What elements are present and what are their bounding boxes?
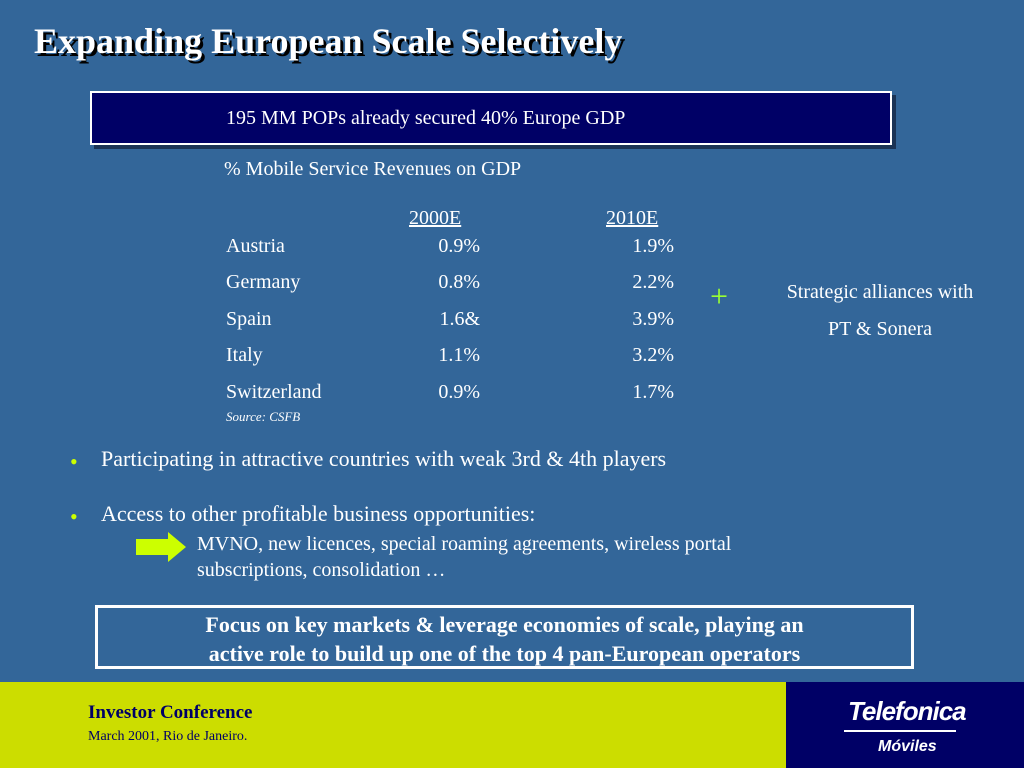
alliances-note: Strategic alliances with PT & Sonera (750, 274, 1010, 348)
plus-icon: + (710, 278, 729, 314)
column-header-2000e: 2000E (409, 207, 462, 229)
value-2000e: 1.6& (439, 308, 480, 330)
column-header-2010e: 2010E (606, 207, 659, 229)
telefonica-logo: Telefonica (848, 696, 967, 726)
headline-box: 195 MM POPs already secured 40% Europe G… (90, 91, 892, 145)
focus-line-2: active role to build up one of the top 4… (208, 641, 801, 666)
bullet-point: Access to other profitable business oppo… (101, 501, 536, 526)
value-2010e: 2.2% (632, 271, 674, 293)
alliances-line-2: PT & Sonera (827, 318, 933, 340)
focus-callout: Focus on key markets & leverage economie… (95, 605, 914, 669)
country-name: Austria (226, 235, 285, 257)
headline-text: 195 MM POPs already secured 40% Europe G… (226, 107, 626, 129)
footer-logo-panel: Telefonica Móviles (786, 682, 1024, 768)
value-2000e: 0.9% (438, 381, 480, 403)
value-2010e: 3.2% (632, 344, 674, 366)
slide-title: Expanding European Scale Selectively (34, 21, 623, 61)
country-name: Switzerland (226, 381, 322, 403)
bullet-icon: • (70, 504, 78, 529)
value-2010e: 3.9% (632, 308, 674, 330)
bullet-icon: • (70, 449, 78, 474)
right-arrow-icon (136, 532, 186, 562)
value-2000e: 1.1% (438, 344, 480, 366)
conference-date-place: March 2001, Rio de Janeiro. (88, 729, 248, 744)
table-row: Austria 0.9% 1.9% (226, 235, 686, 263)
table-row: Germany 0.8% 2.2% (226, 271, 686, 299)
value-2010e: 1.9% (632, 235, 674, 257)
table-source: Source: CSFB (226, 409, 301, 424)
country-name: Germany (226, 271, 301, 293)
focus-line-1: Focus on key markets & leverage economie… (205, 612, 804, 637)
sub-point-line-2: subscriptions, consolidation … (197, 559, 446, 581)
bullet-point: Participating in attractive countries wi… (101, 446, 667, 471)
footer-left: Investor Conference March 2001, Rio de J… (0, 682, 786, 768)
table-title: % Mobile Service Revenues on GDP (224, 158, 522, 180)
country-name: Italy (226, 344, 263, 366)
value-2000e: 0.9% (438, 235, 480, 257)
moviles-logo-text: Móviles (878, 738, 937, 755)
conference-title: Investor Conference (88, 702, 253, 723)
table-row: Italy 1.1% 3.2% (226, 344, 686, 372)
value-2000e: 0.8% (438, 271, 480, 293)
sub-point-line-1: MVNO, new licences, special roaming agre… (197, 533, 732, 555)
logo-divider (844, 730, 956, 732)
alliances-line-1: Strategic alliances with (786, 281, 974, 303)
table-row: Spain 1.6& 3.9% (226, 308, 686, 336)
table-row: Switzerland 0.9% 1.7% (226, 381, 686, 409)
value-2010e: 1.7% (632, 381, 674, 403)
sub-point: MVNO, new licences, special roaming agre… (197, 531, 937, 583)
country-name: Spain (226, 308, 272, 330)
